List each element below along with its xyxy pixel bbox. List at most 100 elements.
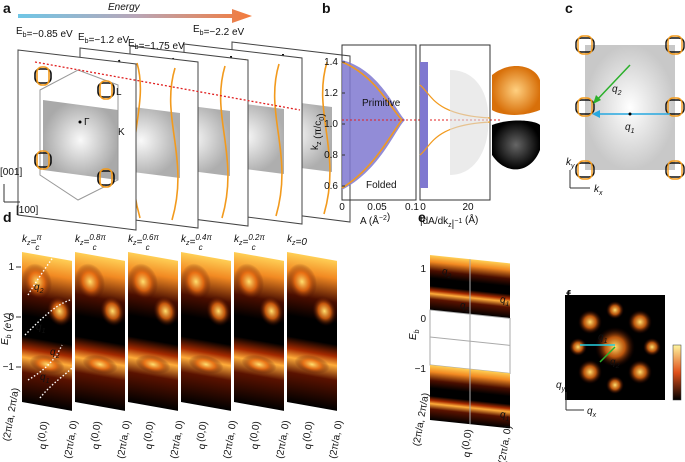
- x-axis-label: (2π/a, 0): [116, 420, 134, 460]
- text-part: q: [50, 347, 56, 358]
- ky-label: ky: [566, 157, 575, 170]
- heat-blob: [82, 354, 118, 374]
- x-axis-label: (0,0): [89, 420, 103, 442]
- heatmap: [128, 252, 178, 411]
- panel-title: kz=0.8π c: [75, 233, 106, 252]
- orange-pocket: [577, 35, 593, 55]
- orange-pocket: [577, 160, 593, 180]
- heat-blob: [47, 295, 72, 327]
- text-part: q: [625, 122, 631, 133]
- fft-peak: [606, 301, 624, 319]
- y-axis-label: kz (π/c0): [310, 113, 327, 150]
- orange-pocket: [667, 35, 683, 55]
- heat-blob: [206, 295, 231, 327]
- panel-label: a: [3, 0, 11, 16]
- fraction-numerator: 0.2π: [248, 233, 265, 242]
- subscript: 2: [465, 307, 470, 315]
- q-label: q1: [40, 372, 50, 385]
- y-axis-label: Eb (eV): [0, 313, 14, 345]
- text-part: (π/c: [313, 121, 324, 142]
- q-label: q1: [500, 294, 510, 308]
- red-dotted-line: [34, 61, 301, 111]
- fraction-denominator: c: [93, 243, 97, 252]
- heat-blob: [287, 263, 317, 300]
- q1-head: [592, 110, 600, 118]
- x-axis-label: (2π/a, 0): [328, 420, 346, 460]
- fft-peak: [643, 338, 661, 356]
- subscript: 2: [39, 288, 44, 295]
- black-pocket: [34, 68, 52, 84]
- subscript: 1: [506, 301, 510, 308]
- orange-surface: [492, 65, 540, 115]
- text-part: k: [594, 184, 600, 195]
- black-pocket: [97, 82, 115, 98]
- subscript: z: [448, 222, 452, 229]
- text-part: q: [460, 300, 466, 312]
- fraction-numerator: π: [36, 233, 42, 242]
- heat-blob: [100, 295, 125, 327]
- y-tick-label: 0: [8, 312, 14, 323]
- subscript: b: [85, 38, 89, 45]
- y-tick-label: 1: [8, 262, 14, 273]
- x-axis-label: q: [303, 443, 315, 450]
- q2-label: q2: [612, 84, 622, 97]
- x-axis-label: |dA/dkz|−1 (Å): [420, 213, 478, 230]
- gamma-label: Γ: [84, 117, 90, 128]
- orange-contour: [219, 65, 229, 219]
- sheet-energy-label: Eb=−2.2 eV: [193, 24, 244, 38]
- sheet-energy-label: Eb=−1.75 eV: [128, 38, 185, 52]
- subscript: b: [6, 334, 13, 338]
- x-axis-label: (2π/a, 0): [275, 420, 293, 460]
- q-label: q2: [460, 300, 470, 314]
- panel-label: c: [565, 0, 573, 16]
- orange-contour: [273, 63, 283, 217]
- x-axis-label: (2π/a, 2π/a): [411, 392, 431, 447]
- text-part: k: [181, 234, 187, 245]
- q-label: q1: [36, 322, 46, 335]
- heat-blob: [153, 295, 178, 327]
- text-part: q: [34, 282, 40, 293]
- kx-label: kx: [594, 184, 603, 197]
- y-tick-label: 0.8: [324, 150, 338, 161]
- energy-label: Energy: [108, 2, 141, 13]
- heat-blob: [22, 263, 52, 300]
- text-part: ): [316, 113, 327, 116]
- subscript: b: [135, 44, 139, 51]
- black-pocket: [575, 162, 595, 178]
- superscript: −2: [379, 215, 387, 222]
- text-part: =−0.85 eV: [27, 29, 73, 40]
- text-part: =: [84, 237, 90, 248]
- k-label: K: [118, 127, 125, 138]
- q2-head: [593, 95, 601, 104]
- text-part: |: [452, 219, 455, 230]
- y-tick-label: 1.4: [324, 57, 338, 68]
- orange-pocket: [667, 97, 683, 117]
- text-part: =: [137, 237, 143, 248]
- text-part: q: [40, 372, 46, 383]
- axis-100-label: [100]: [16, 205, 38, 216]
- x-axis-label: (0,0): [142, 420, 156, 442]
- fraction-numerator: 0.4π: [195, 233, 212, 242]
- text-part: q: [500, 409, 506, 421]
- text-part: (Å): [462, 213, 478, 226]
- text-part: k: [22, 234, 28, 245]
- superscript: −1: [454, 218, 462, 225]
- x-axis-label: q: [144, 443, 156, 450]
- subscript: 0: [319, 117, 326, 121]
- orange-pocket: [577, 97, 593, 117]
- text-part: k: [566, 157, 572, 168]
- x-axis-label: (0,0): [460, 428, 474, 450]
- text-part: =−1.75 eV: [139, 41, 185, 52]
- orange-contour: [321, 61, 331, 215]
- subscript: 1: [604, 338, 608, 345]
- subscript: 2: [617, 90, 622, 97]
- y-tick-label: 1.0: [324, 119, 338, 130]
- text-part: q: [610, 357, 616, 368]
- x-axis-label: (2π/a, 0): [63, 420, 81, 460]
- panel-label: e: [418, 209, 426, 225]
- subscript: b: [200, 30, 204, 37]
- heat-blob: [128, 263, 158, 300]
- fft-peak: [628, 310, 652, 334]
- heat-blob: [181, 263, 211, 300]
